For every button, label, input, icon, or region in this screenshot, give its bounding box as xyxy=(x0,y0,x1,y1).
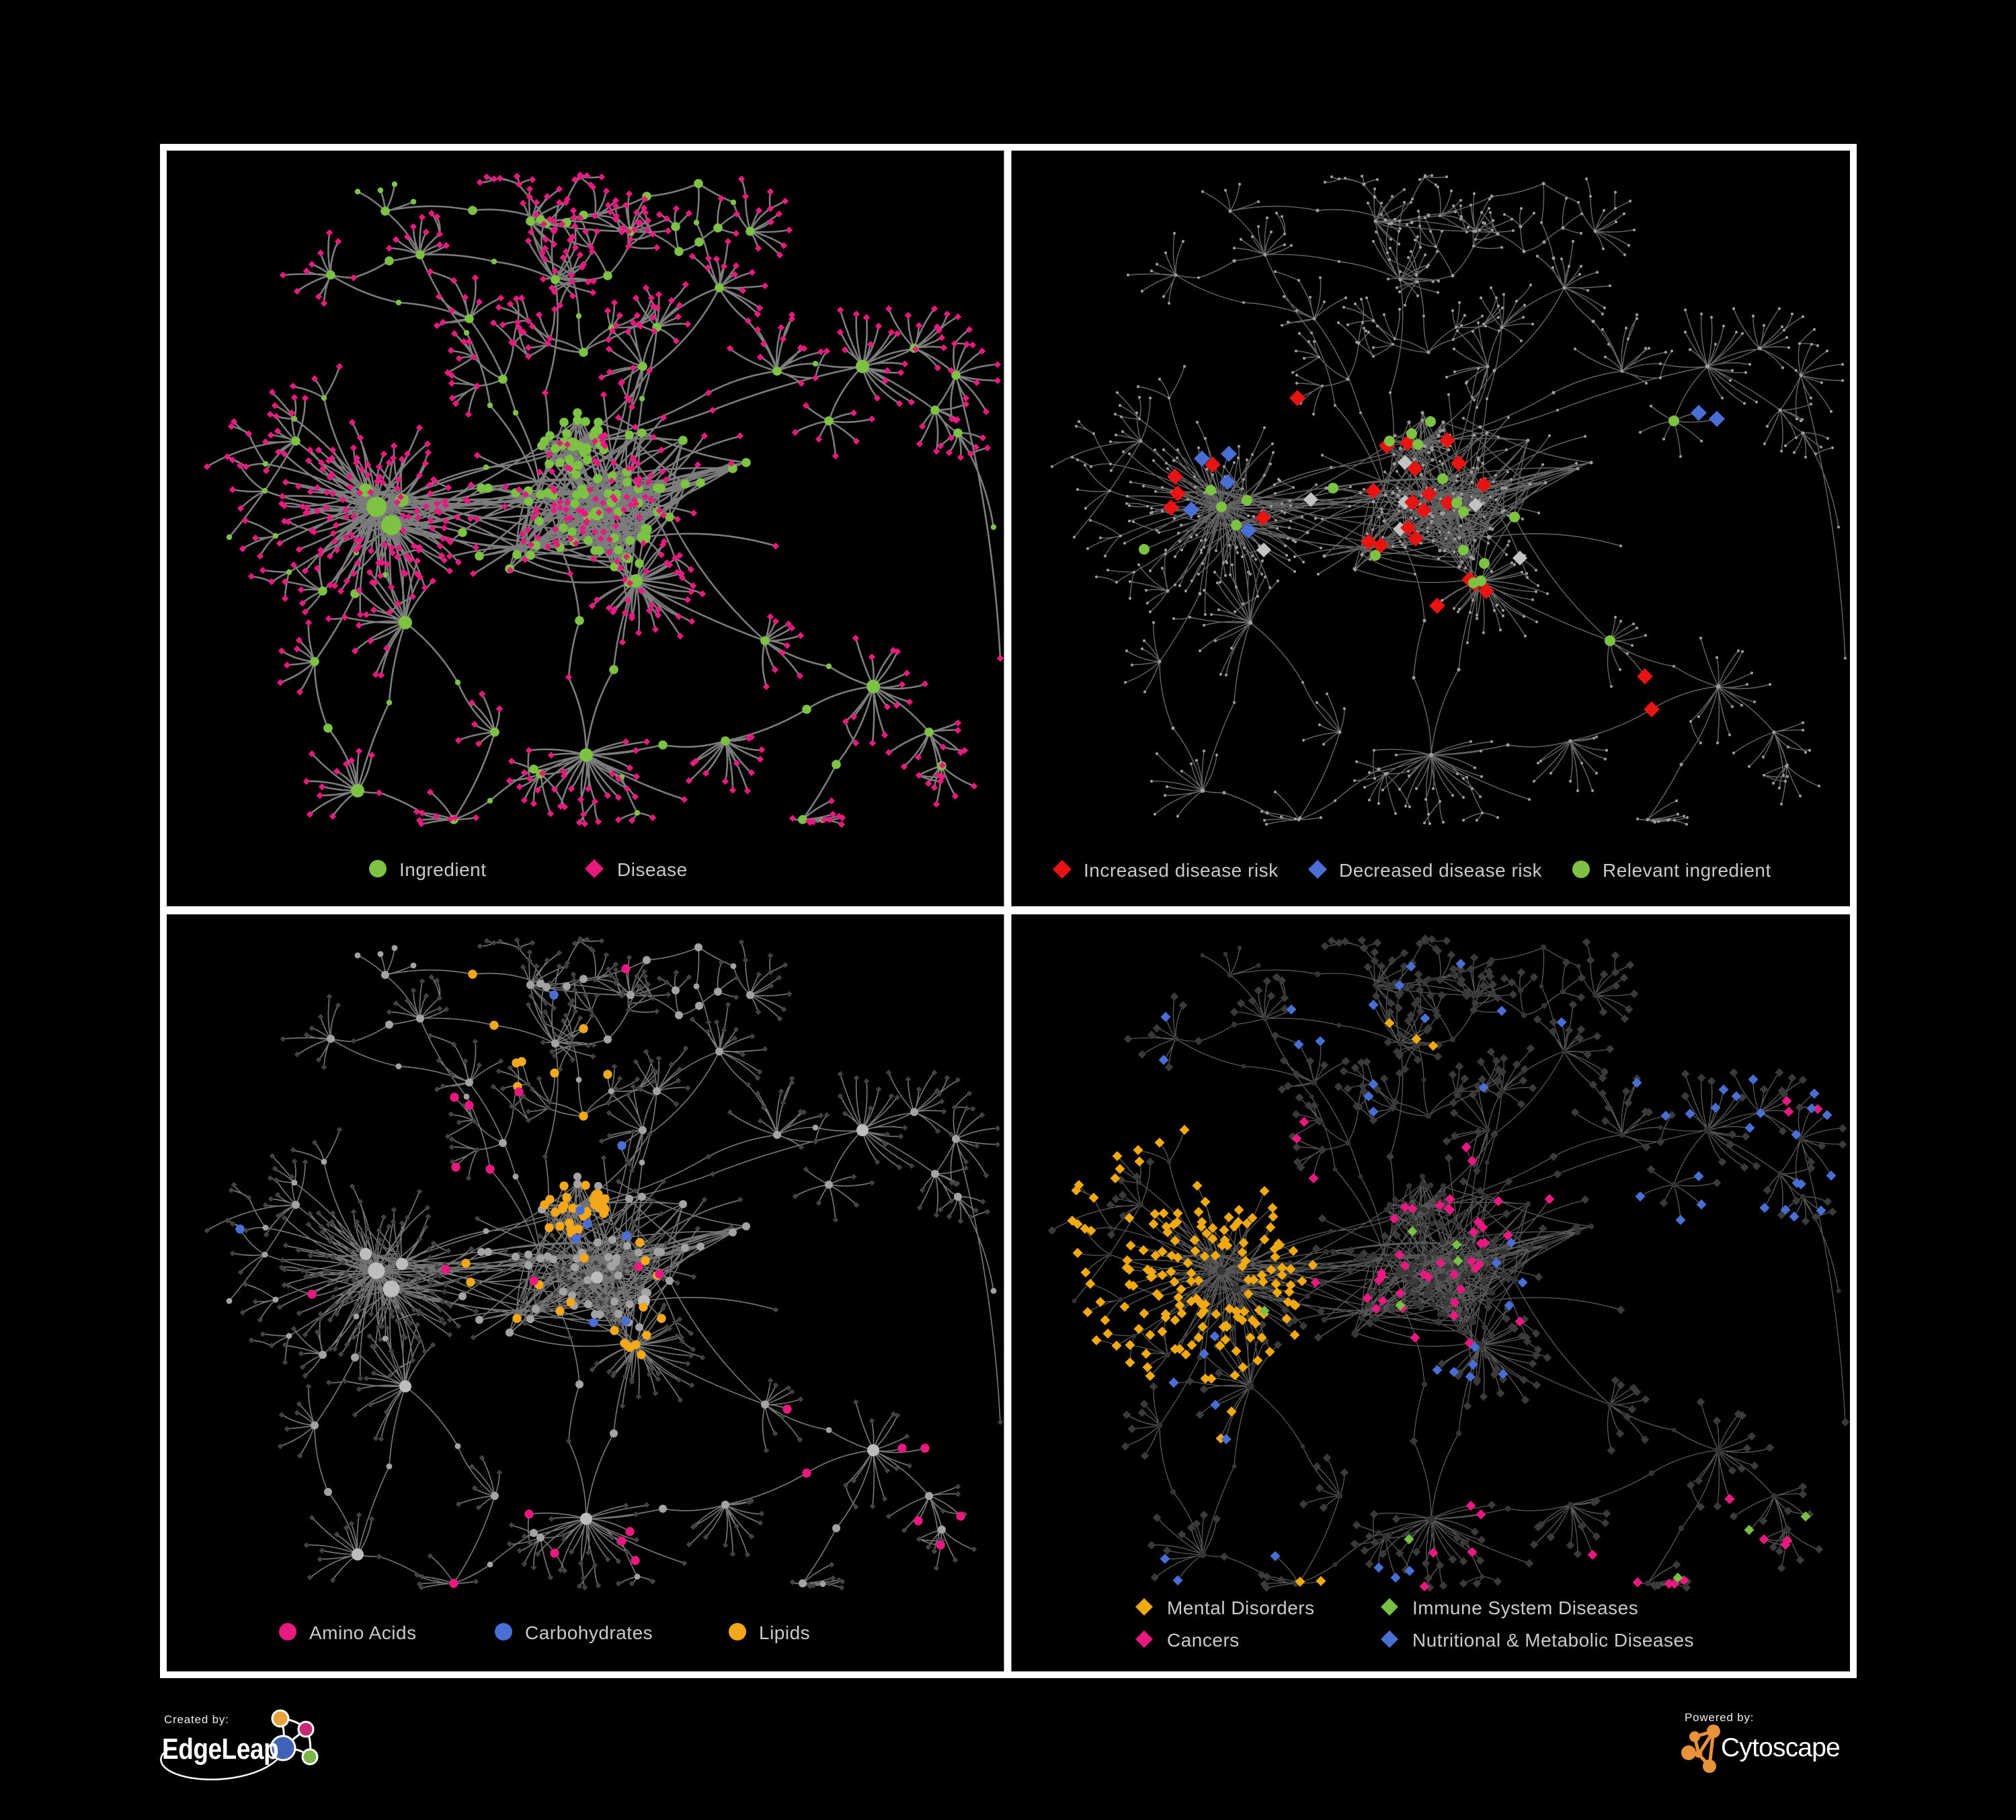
svg-text:Created by:: Created by: xyxy=(164,1713,229,1726)
svg-text:Nutritional & Metabolic Diseas: Nutritional & Metabolic Diseases xyxy=(1412,1630,1694,1651)
svg-text:Carbohydrates: Carbohydrates xyxy=(525,1622,653,1643)
svg-text:Mental Disorders: Mental Disorders xyxy=(1167,1597,1315,1618)
svg-text:Immune System Diseases: Immune System Diseases xyxy=(1412,1597,1638,1618)
svg-text:Lipids: Lipids xyxy=(759,1622,810,1643)
svg-text:Cytoscape: Cytoscape xyxy=(1721,1733,1840,1762)
svg-text:Ingredient: Ingredient xyxy=(399,859,487,880)
svg-text:Cancers: Cancers xyxy=(1167,1630,1240,1651)
svg-text:Powered by:: Powered by: xyxy=(1685,1711,1754,1724)
svg-text:Amino Acids: Amino Acids xyxy=(309,1622,417,1643)
svg-text:Decreased disease risk: Decreased disease risk xyxy=(1339,860,1543,881)
svg-text:EdgeLeap: EdgeLeap xyxy=(162,1732,278,1766)
svg-text:Increased disease risk: Increased disease risk xyxy=(1084,860,1279,881)
svg-text:Relevant ingredient: Relevant ingredient xyxy=(1603,860,1771,881)
svg-text:Disease: Disease xyxy=(617,859,688,880)
